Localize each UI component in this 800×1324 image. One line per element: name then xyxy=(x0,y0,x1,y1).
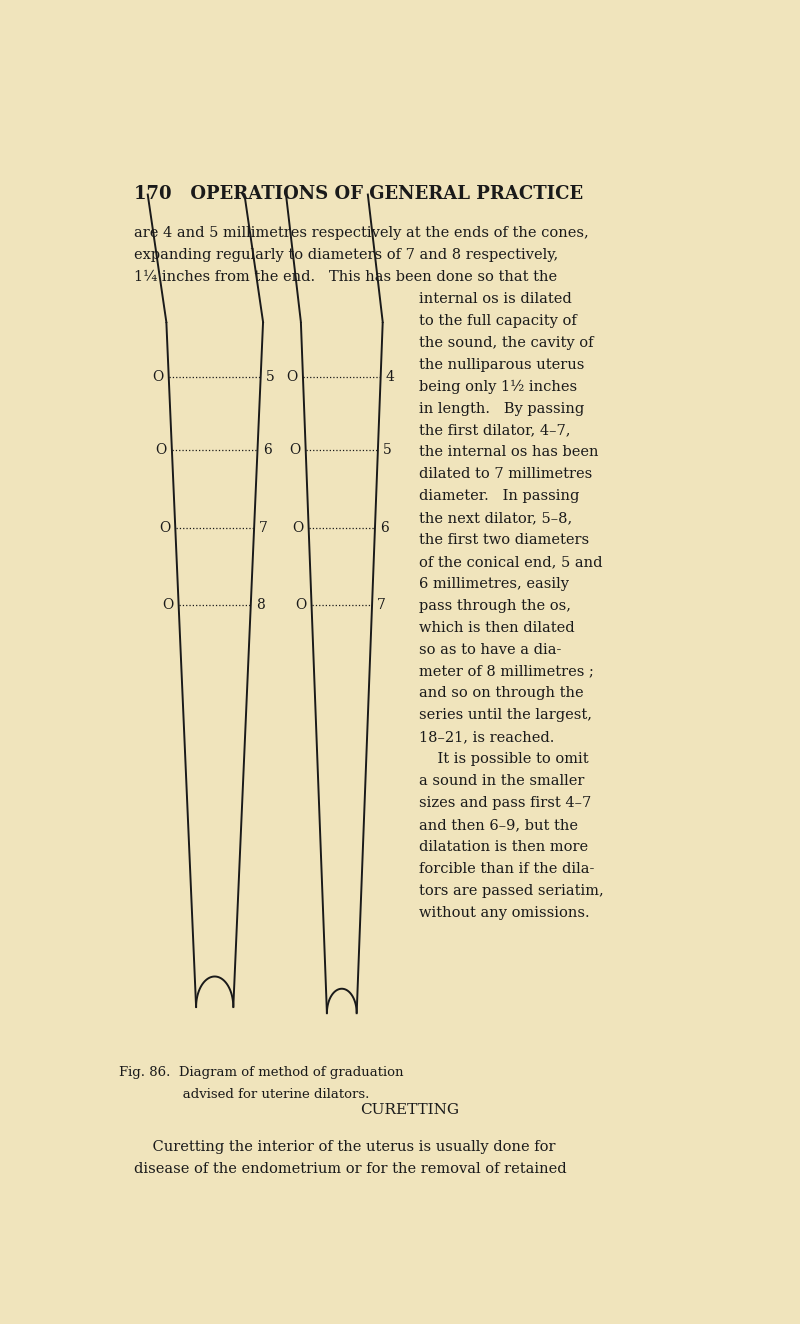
Text: O: O xyxy=(286,369,298,384)
Text: O: O xyxy=(295,598,306,613)
Text: O: O xyxy=(289,444,300,458)
Text: 6: 6 xyxy=(262,444,271,458)
Text: CURETTING: CURETTING xyxy=(361,1103,459,1117)
Text: the sound, the cavity of: the sound, the cavity of xyxy=(419,336,594,350)
Text: 5: 5 xyxy=(266,369,275,384)
Text: the internal os has been: the internal os has been xyxy=(419,445,598,459)
Text: Curetting the interior of the uterus is usually done for: Curetting the interior of the uterus is … xyxy=(134,1140,555,1153)
Text: so as to have a dia-: so as to have a dia- xyxy=(419,642,562,657)
Text: diameter.   In passing: diameter. In passing xyxy=(419,489,580,503)
Text: It is possible to omit: It is possible to omit xyxy=(419,752,589,767)
Text: dilatation is then more: dilatation is then more xyxy=(419,839,589,854)
Text: O: O xyxy=(152,369,163,384)
Text: O: O xyxy=(292,520,303,535)
Text: tors are passed seriatim,: tors are passed seriatim, xyxy=(419,883,604,898)
Text: 4: 4 xyxy=(386,369,395,384)
Text: dilated to 7 millimetres: dilated to 7 millimetres xyxy=(419,467,593,481)
Text: the nulliparous uterus: the nulliparous uterus xyxy=(419,357,585,372)
Text: disease of the endometrium or for the removal of retained: disease of the endometrium or for the re… xyxy=(134,1161,566,1176)
Text: expanding regularly to diameters of 7 and 8 respectively,: expanding regularly to diameters of 7 an… xyxy=(134,248,558,262)
Text: 6 millimetres, easily: 6 millimetres, easily xyxy=(419,577,570,591)
Text: are 4 and 5 millimetres respectively at the ends of the cones,: are 4 and 5 millimetres respectively at … xyxy=(134,226,589,240)
Text: 8: 8 xyxy=(256,598,265,613)
Text: 7: 7 xyxy=(259,520,268,535)
Text: the next dilator, 5–8,: the next dilator, 5–8, xyxy=(419,511,573,526)
Text: Fig. 86.  Diagram of method of graduation: Fig. 86. Diagram of method of graduation xyxy=(119,1066,403,1079)
Text: forcible than if the dila-: forcible than if the dila- xyxy=(419,862,594,875)
Text: the first two diameters: the first two diameters xyxy=(419,534,590,547)
Text: meter of 8 millimetres ;: meter of 8 millimetres ; xyxy=(419,665,594,678)
Text: and then 6–9, but the: and then 6–9, but the xyxy=(419,818,578,831)
Text: O: O xyxy=(155,444,166,458)
Text: 170   OPERATIONS OF GENERAL PRACTICE: 170 OPERATIONS OF GENERAL PRACTICE xyxy=(134,185,583,204)
Text: in length.   By passing: in length. By passing xyxy=(419,401,585,416)
Text: to the full capacity of: to the full capacity of xyxy=(419,314,577,328)
Text: 1¼ inches from the end.   This has been done so that the: 1¼ inches from the end. This has been do… xyxy=(134,270,558,285)
Text: without any omissions.: without any omissions. xyxy=(419,906,590,920)
Text: O: O xyxy=(159,520,170,535)
Text: series until the largest,: series until the largest, xyxy=(419,708,592,723)
Text: advised for uterine dilators.: advised for uterine dilators. xyxy=(153,1088,370,1102)
Text: and so on through the: and so on through the xyxy=(419,686,584,700)
Text: 5: 5 xyxy=(383,444,392,458)
Text: the first dilator, 4–7,: the first dilator, 4–7, xyxy=(419,424,570,437)
Text: a sound in the smaller: a sound in the smaller xyxy=(419,775,585,788)
Text: 18–21, is reached.: 18–21, is reached. xyxy=(419,731,554,744)
Text: pass through the os,: pass through the os, xyxy=(419,598,571,613)
Text: which is then dilated: which is then dilated xyxy=(419,621,575,634)
Text: internal os is dilated: internal os is dilated xyxy=(419,291,572,306)
Text: being only 1½ inches: being only 1½ inches xyxy=(419,380,578,393)
Text: 6: 6 xyxy=(380,520,389,535)
Text: sizes and pass first 4–7: sizes and pass first 4–7 xyxy=(419,796,591,810)
Text: 7: 7 xyxy=(377,598,386,613)
Text: of the conical end, 5 and: of the conical end, 5 and xyxy=(419,555,603,569)
Text: O: O xyxy=(162,598,174,613)
